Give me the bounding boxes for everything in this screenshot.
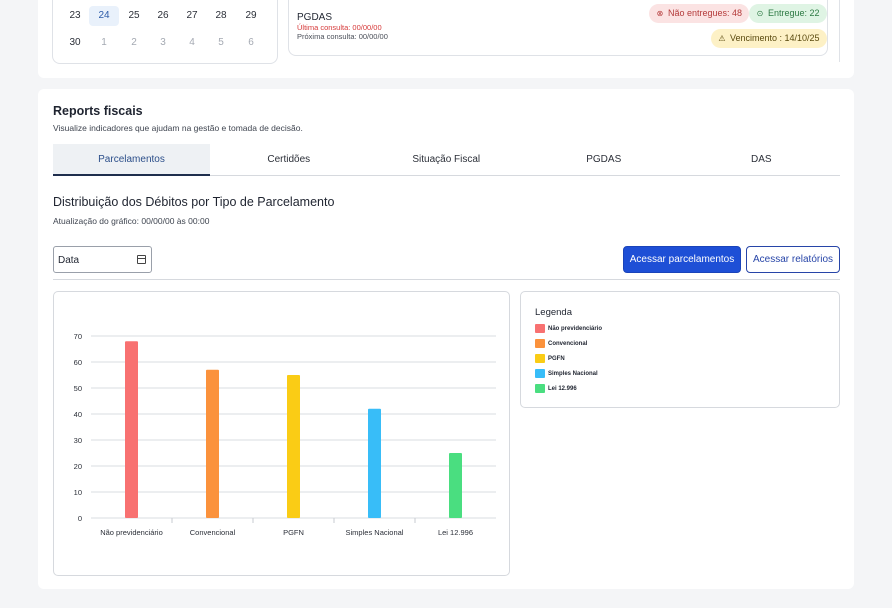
legend-swatch — [535, 339, 545, 348]
y-tick-label: 20 — [74, 462, 82, 471]
x-circle-icon: ⊗ — [656, 9, 664, 18]
legend-item: PGFN — [535, 354, 565, 364]
delivered-label: Entregue: 22 — [768, 8, 820, 18]
access-reports-button[interactable]: Acessar relatórios — [746, 246, 840, 273]
calendar-day[interactable]: 27 — [186, 10, 198, 21]
reports-tabs: Parcelamentos Certidões Situação Fiscal PGD… — [53, 144, 840, 176]
legend-item: Não previdenciário — [535, 324, 602, 334]
calendar-day[interactable]: 30 — [69, 37, 81, 48]
y-tick-label: 40 — [74, 410, 82, 419]
tab-certidoes[interactable]: Certidões — [267, 154, 311, 165]
calendar-day[interactable]: 24 — [89, 6, 119, 26]
not-delivered-badge: ⊗ Não entregues: 48 — [649, 4, 750, 23]
calendar-day[interactable]: 28 — [215, 10, 227, 21]
chart-title: Distribuição dos Débitos por Tipo de Par… — [53, 195, 335, 209]
scroll-divider — [839, 0, 840, 62]
calendar-icon[interactable] — [137, 255, 146, 264]
x-tick-label: Não previdenciário — [100, 528, 163, 537]
top-card: 23 24 25 26 27 28 29 30 1 2 3 4 5 6 PGDAS Última cons… — [38, 0, 854, 78]
calendar-day[interactable]: 2 — [131, 37, 137, 48]
bar-chart: 0 10 20 30 40 50 60 70 Não previdenciário Convenc… — [74, 332, 496, 537]
divider — [53, 279, 840, 280]
date-filter-field[interactable] — [53, 246, 152, 273]
legend-label: PGFN — [548, 356, 565, 363]
calendar: 23 24 25 26 27 28 29 30 1 2 3 4 5 6 — [52, 0, 278, 64]
legend-panel: Legenda Não previdenciário Convencional PG… — [520, 291, 840, 408]
x-tick-label: Convencional — [190, 528, 236, 537]
calendar-day[interactable]: 25 — [128, 10, 140, 21]
access-installments-button[interactable]: Acessar parcelamentos — [623, 246, 741, 273]
calendar-day[interactable]: 4 — [189, 37, 195, 48]
calendar-day[interactable]: 23 — [69, 10, 81, 21]
legend-swatch — [535, 384, 545, 393]
legend-item: Convencional — [535, 339, 587, 349]
calendar-day[interactable]: 5 — [218, 37, 224, 48]
check-circle-icon: ⊙ — [756, 9, 764, 18]
legend-swatch — [535, 354, 545, 363]
bar — [125, 341, 138, 518]
legend-swatch — [535, 369, 545, 378]
legend-item: Simples Nacional — [535, 369, 598, 379]
legend-label: Convencional — [548, 341, 588, 348]
reports-card: Reports fiscais Visualize indicadores qu… — [38, 89, 854, 589]
calendar-day[interactable]: 1 — [101, 37, 107, 48]
chart-update-text: Atualização do gráfico: 00/00/00 às 00:0… — [53, 216, 210, 226]
y-tick-label: 30 — [74, 436, 82, 445]
bar — [287, 375, 300, 518]
pgdas-card-title: PGDAS — [297, 12, 333, 23]
section-subtitle: Visualize indicadores que ajudam na gest… — [53, 123, 303, 133]
not-delivered-label: Não entregues: 48 — [668, 8, 743, 18]
bar — [449, 453, 462, 518]
calendar-day[interactable]: 6 — [248, 37, 254, 48]
pgdas-status-card: PGDAS Última consulta: 00/00/00 Próxima … — [288, 0, 828, 56]
tab-das[interactable]: DAS — [750, 154, 772, 165]
last-query-text: Última consulta: 00/00/00 — [297, 23, 382, 32]
bar-chart-panel: 0 10 20 30 40 50 60 70 Não previdenciário Convenc… — [53, 291, 510, 576]
calendar-day[interactable]: 3 — [160, 37, 166, 48]
next-query-text: Próxima consulta: 00/00/00 — [297, 32, 388, 41]
legend-item: Lei 12.996 — [535, 384, 577, 394]
bar — [368, 408, 381, 518]
tab-pgdas[interactable]: PGDAS — [586, 154, 622, 165]
section-title: Reports fiscais — [53, 104, 143, 118]
x-tick-label: Lei 12.996 — [438, 528, 473, 537]
due-date-badge: ⚠ Vencimento : 14/10/25 — [711, 29, 827, 48]
bar — [206, 369, 219, 518]
calendar-day[interactable]: 29 — [245, 10, 257, 21]
calendar-day[interactable]: 26 — [157, 10, 169, 21]
legend-label: Simples Nacional — [548, 371, 598, 378]
x-tick-label: Simples Nacional — [346, 528, 404, 537]
y-tick-label: 50 — [74, 384, 82, 393]
legend-label: Não previdenciário — [548, 326, 603, 333]
date-input[interactable] — [58, 252, 128, 268]
y-tick-label: 70 — [74, 332, 82, 341]
y-tick-label: 60 — [74, 358, 82, 367]
legend-title: Legenda — [535, 307, 572, 318]
x-tick-label: PGFN — [283, 528, 304, 537]
legend-swatch — [535, 324, 545, 333]
warning-icon: ⚠ — [718, 34, 726, 43]
legend-label: Lei 12.996 — [548, 386, 577, 393]
y-tick-label: 10 — [74, 488, 82, 497]
tab-parcelamentos[interactable]: Parcelamentos — [53, 144, 210, 176]
tab-situacao-fiscal[interactable]: Situação Fiscal — [412, 154, 481, 165]
y-tick-label: 0 — [78, 514, 82, 523]
delivered-badge: ⊙ Entregue: 22 — [749, 4, 827, 23]
due-date-label: Vencimento : 14/10/25 — [730, 33, 820, 43]
